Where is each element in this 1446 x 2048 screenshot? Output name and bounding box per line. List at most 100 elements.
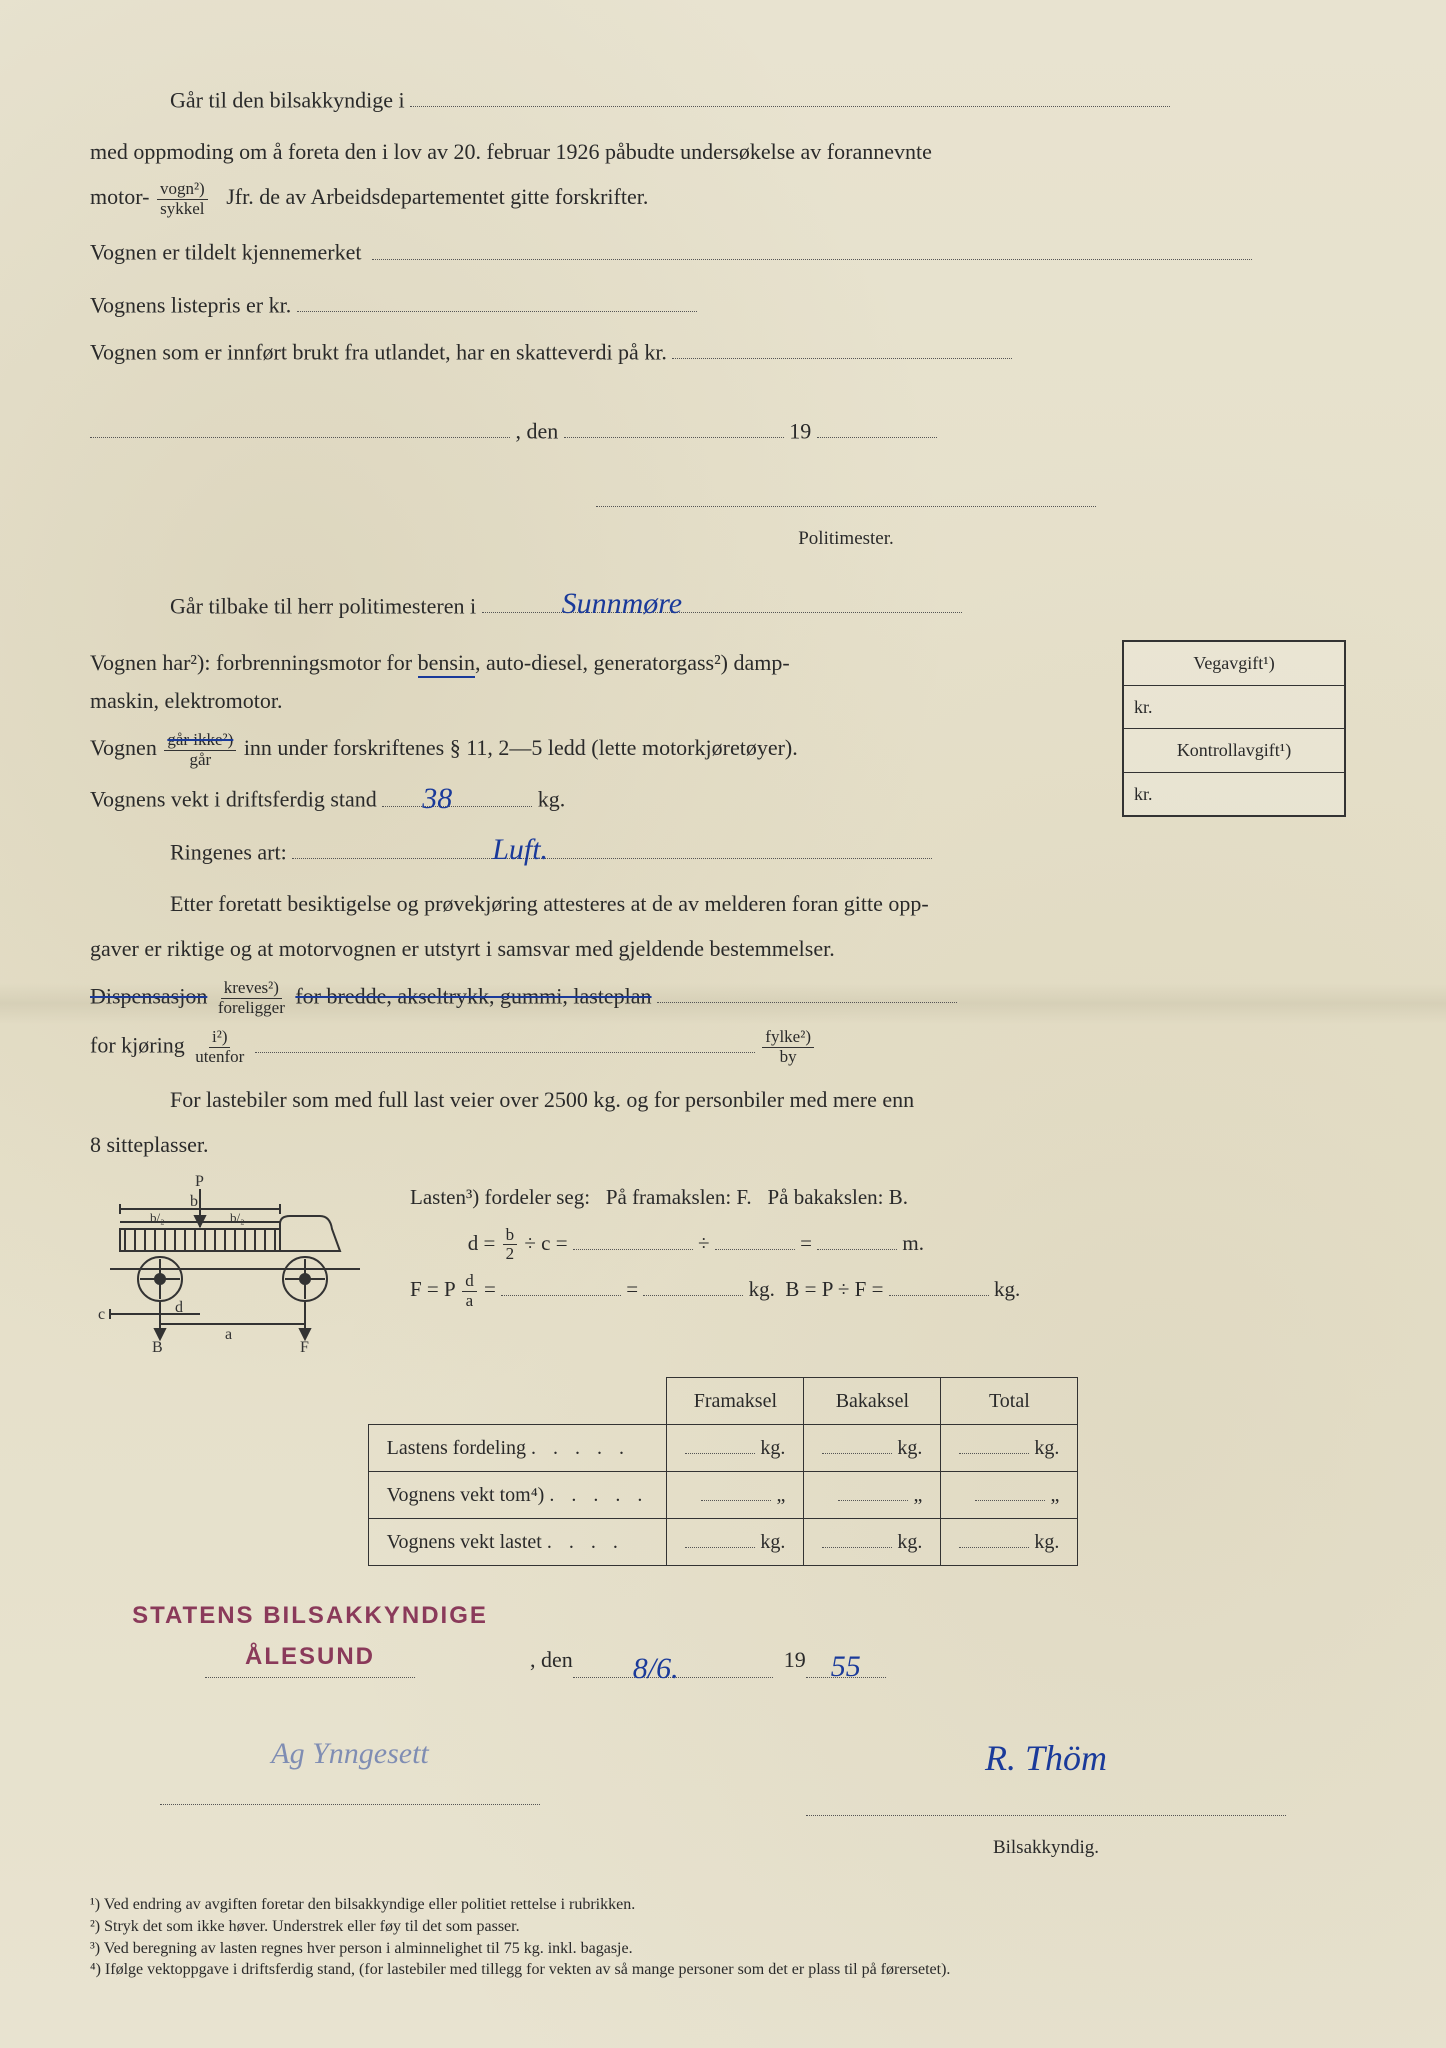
blank-field: 38 [382,779,532,806]
blank-field: Sunnmøre [482,586,962,613]
disp-rest-struck: for bredde, akseltrykk, gummi, lasteplan [295,983,651,1008]
text: Ringenes art: [170,839,287,864]
text: inn under forskriftenes § 11, 2—5 ledd (… [244,735,798,760]
line-bilsakkyndige: Går til den bilsakkyndige i [170,80,1356,119]
line-for-kjoring: for kjøring i²) utenfor fylke²) by [90,1025,1356,1067]
diagram-formula-row: P b b/₂ b/₂ c d a B F Lasten³) fordeler … [90,1174,1356,1365]
svg-text:b/₂: b/₂ [150,1210,165,1225]
politimester-label: Politimester. [596,523,1096,555]
footnote-2: ²) Stryk det som ikke høver. Understrek … [90,1916,1356,1938]
text: Vognen [90,735,157,760]
fraction-vogn-sykkel: vogn²) sykkel [157,180,208,218]
text: Vognen har²): forbrenningsmotor for [90,650,418,675]
text: 19 [789,418,811,443]
blank-field [817,411,937,438]
blank-field [817,1224,897,1250]
blank-field: 8/6. [573,1651,773,1678]
line-motor: motor- vogn²) sykkel Jfr. de av Arbeidsd… [90,178,1356,218]
fee-box: Vegavgift¹) kr. Kontrollavgift¹) kr. [1122,640,1346,817]
bilsakkyndig-label: Bilsakkyndig. [993,1837,1099,1858]
faded-signature: Ag Ynngesett [271,1737,429,1770]
text: motor- [90,184,149,209]
row-lastens-fordeling: Lastens fordeling . . . . . [368,1424,667,1471]
line-besiktigelse2: gaver er riktige og at motorvognen er ut… [90,930,1356,967]
blank-field [255,1025,755,1052]
svg-text:P: P [195,1174,204,1190]
kontrollavgift-kr: kr. [1124,773,1344,816]
signature-line-1: Politimester. [90,479,1356,555]
blank-field [672,332,1012,359]
footnote-4: ⁴) Ifølge vektoppgave i driftsferdig sta… [90,1959,1356,1981]
text: Vognens listepris er kr. [90,292,291,317]
signature-row: Ag Ynngesett R. Thöm Bilsakkyndig. [90,1728,1356,1864]
truck-diagram: P b b/₂ b/₂ c d a B F [90,1174,390,1365]
text: , den [530,1641,573,1678]
text: 19 [784,1641,806,1678]
left-signature: Ag Ynngesett [150,1728,550,1864]
dispensasjon-struck: Dispensasjon [90,983,207,1008]
text: for kjøring [90,1033,185,1058]
handwritten-location: Sunnmøre [562,578,683,629]
fraction-fylke-by: fylke²) by [762,1028,814,1066]
svg-text:B: B [152,1339,163,1354]
text: Går til den bilsakkyndige i [170,87,405,112]
row-vekt-lastet: Vognens vekt lastet . . . . [368,1518,667,1565]
stamp-area: STATENS BILSAKKYNDIGE ÅLESUND [90,1596,530,1679]
vegavgift-kr: kr. [1124,686,1344,730]
signature-text: R. Thöm [985,1738,1107,1778]
text: Vognen som er innført brukt fra utlandet… [90,339,667,364]
text: Går tilbake til herr politimesteren i [170,593,476,618]
text: Vognen er tildelt kjennemerket [90,240,361,265]
text: , den [516,418,559,443]
blank-field [372,232,1252,259]
col-framaksel: Framaksel [667,1377,804,1424]
line-motor-type: Vognen har²): forbrenningsmotor for bens… [90,644,990,719]
line-dispensasjon: Dispensasjon kreves²) foreligger for bre… [90,976,1356,1018]
blank-field [715,1224,795,1250]
text: Jfr. de av Arbeidsdepartementet gitte fo… [226,184,648,209]
blank-field [657,976,957,1003]
line-oppmoding: med oppmoding om å foreta den i lov av 2… [90,133,1356,170]
kontrollavgift-label: Kontrollavgift¹) [1124,729,1344,773]
fraction-kreves: kreves²) foreligger [215,979,288,1017]
line-ringenes: Ringenes art: Luft. [170,832,1356,871]
blank-field [501,1270,621,1296]
svg-text:c: c [98,1306,105,1323]
frac-d-a: d a [462,1272,477,1310]
handwritten-tires: Luft. [492,824,548,875]
truck-svg: P b b/₂ b/₂ c d a B F [90,1174,390,1354]
line-lastebiler: For lastebiler som med full last veier o… [170,1081,1356,1118]
lasten-line: Lasten³) fordeler seg: På framakslen: F.… [410,1174,1020,1220]
stamp-line2: ÅLESUND [205,1637,415,1679]
fraction-gar: går ikke²) går [164,731,236,769]
row-vekt-tom: Vognens vekt tom⁴) . . . . . [368,1471,667,1518]
text: For lastebiler som med full last veier o… [170,1087,914,1112]
blank-field [410,80,1170,107]
weight-table: Framaksel Bakaksel Total Lastens fordeli… [368,1377,1079,1566]
vegavgift-label: Vegavgift¹) [1124,642,1344,686]
col-total: Total [941,1377,1078,1424]
text: Vognens vekt i driftsferdig stand [90,787,377,812]
blank-field [297,285,697,312]
formula-f-line: F = P d a = = kg. B = P ÷ F = kg. [410,1266,1020,1312]
blank-field [889,1270,989,1296]
line-kjennemerket: Vognen er tildelt kjennemerket [90,232,1356,271]
text: maskin, elektromotor. [90,688,282,713]
date-line-1: , den 19 [90,411,1356,450]
text: 8 sitteplasser. [90,1132,209,1157]
line-listepris: Vognens listepris er kr. [90,285,1356,324]
handwritten-date: 8/6. [633,1643,679,1694]
svg-text:F: F [300,1339,309,1354]
handwritten-weight: 38 [422,773,452,824]
frac-b-2: b 2 [503,1226,518,1264]
footnote-1: ¹) Ved endring av avgiften foretar den b… [90,1894,1356,1916]
text: kg. [538,787,566,812]
blank-field: Luft. [292,832,932,859]
svg-text:b: b [190,1193,198,1210]
blank-field [564,411,784,438]
line-lastebiler2: 8 sitteplasser. [90,1126,1356,1163]
stamp-date-row: STATENS BILSAKKYNDIGE ÅLESUND , den 8/6.… [90,1596,1356,1679]
text: Etter foretatt besiktigelse og prøvekjør… [170,891,929,916]
fraction-i-utenfor: i²) utenfor [192,1028,247,1066]
footnote-3: ³) Ved beregning av lasten regnes hver p… [90,1938,1356,1960]
